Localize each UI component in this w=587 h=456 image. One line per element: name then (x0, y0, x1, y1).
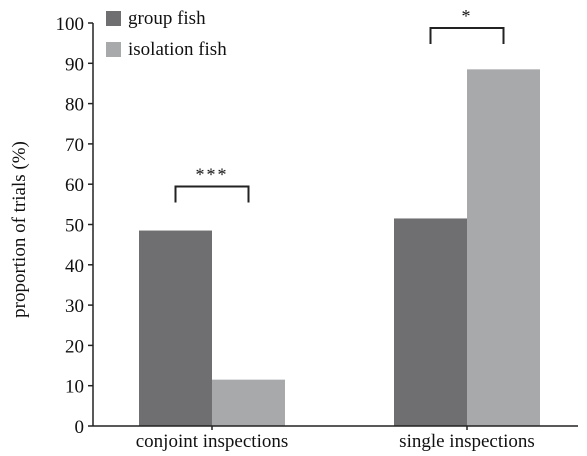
significance-layer: **** (174, 6, 505, 203)
y-ticks-layer: 0 10 20 30 40 50 60 70 80 90 100 (56, 14, 93, 438)
y-tick-label-90: 90 (65, 54, 84, 75)
x-categories-layer: conjoint inspections single inspections (136, 426, 535, 452)
y-tick-label-60: 60 (65, 175, 84, 196)
legend: group fish isolation fish (106, 8, 227, 60)
y-tick-label-30: 30 (65, 296, 84, 317)
legend-swatch-group-fish (106, 11, 121, 26)
y-tick-label-40: 40 (65, 256, 84, 277)
y-axis-label: proportion of trials (%) (9, 141, 30, 318)
x-category-label: single inspections (399, 431, 535, 452)
bar-group-fish-conjoint-inspections (139, 230, 212, 426)
legend-swatch-isolation-fish (106, 42, 121, 57)
y-tick-label-0: 0 (75, 417, 85, 438)
legend-label-group-fish: group fish (128, 8, 206, 29)
y-tick-label-50: 50 (65, 216, 84, 237)
y-tick-label-10: 10 (65, 377, 84, 398)
x-category-label: conjoint inspections (136, 431, 289, 452)
bars-layer (139, 69, 540, 426)
y-tick-label-70: 70 (65, 135, 84, 156)
significance-label: *** (196, 165, 229, 185)
bar-isolation-fish-conjoint-inspections (212, 379, 285, 426)
y-tick-label-80: 80 (65, 95, 84, 116)
bar-group-fish-single-inspections (394, 218, 467, 426)
significance-label: * (462, 6, 473, 26)
y-tick-label-20: 20 (65, 336, 84, 357)
bar-isolation-fish-single-inspections (467, 69, 540, 426)
legend-label-isolation-fish: isolation fish (128, 39, 227, 60)
significance-bracket (174, 185, 250, 203)
significance-bracket (429, 27, 505, 44)
y-tick-label-100: 100 (56, 14, 85, 35)
